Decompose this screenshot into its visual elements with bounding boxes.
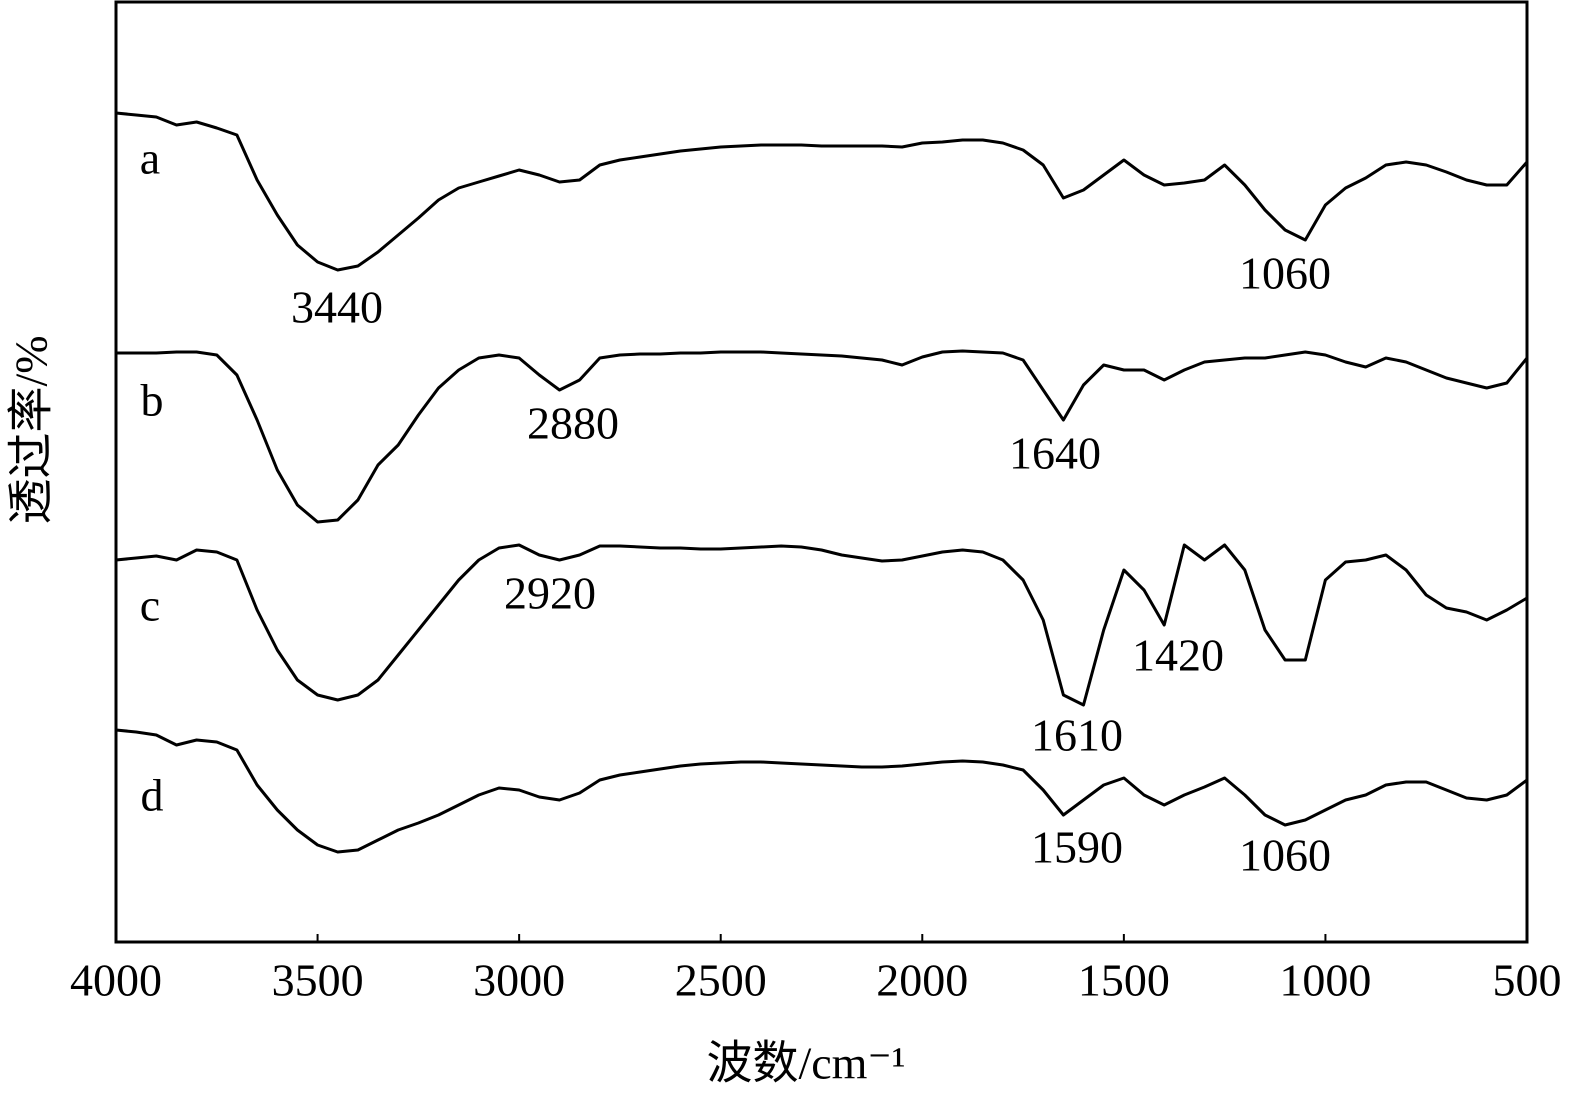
series-label: d — [141, 770, 164, 821]
x-tick-label: 3000 — [473, 955, 565, 1006]
spectrum-line — [115, 543, 1528, 707]
x-tick-label: 4000 — [70, 955, 162, 1006]
peak-annotation: 1590 — [1031, 822, 1123, 873]
spectrum-line — [116, 349, 1529, 524]
x-tick-label: 500 — [1493, 955, 1562, 1006]
peak-annotation: 1060 — [1239, 830, 1331, 881]
peak-annotation: 2880 — [527, 398, 619, 449]
x-axis-label: 波数/cm⁻¹ — [706, 1038, 905, 1089]
spectrum-line — [115, 111, 1529, 272]
x-tick-label: 2000 — [876, 955, 968, 1006]
peak-annotation: 1420 — [1132, 630, 1224, 681]
plot-frame — [114, 0, 1529, 944]
y-axis-label: 透过率/% — [6, 335, 57, 524]
peak-annotation: 2920 — [504, 568, 596, 619]
peak-annotation: 1610 — [1031, 710, 1123, 761]
x-tick-label: 1000 — [1279, 955, 1371, 1006]
peak-annotation: 1640 — [1009, 428, 1101, 479]
x-tick-label: 3500 — [272, 955, 364, 1006]
x-tick-label: 1500 — [1078, 955, 1170, 1006]
series-label: b — [141, 375, 164, 426]
peak-annotation: 3440 — [291, 282, 383, 333]
series-label: a — [140, 133, 160, 184]
x-tick-label: 2500 — [675, 955, 767, 1006]
series-label: c — [140, 580, 160, 631]
peak-annotation: 1060 — [1239, 248, 1331, 299]
spectrum-line — [115, 728, 1528, 854]
